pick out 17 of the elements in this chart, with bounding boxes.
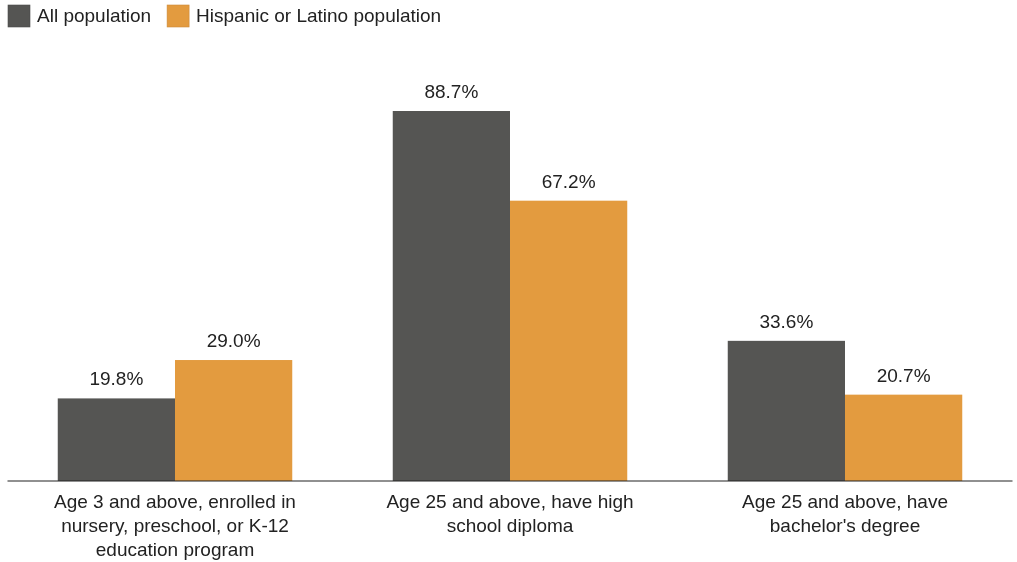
data-label: 67.2% <box>541 170 596 192</box>
bar <box>727 340 845 481</box>
data-label: 33.6% <box>759 310 814 332</box>
data-label: 20.7% <box>876 364 931 386</box>
x-tick-label: Age 3 and above, enrolled in nursery, preschool, or K-12 education program <box>54 491 296 560</box>
bar <box>57 398 175 481</box>
x-tick-label: Age 25 and above, have high school diploma <box>386 491 634 536</box>
x-tick-label: Age 25 and above, have bachelor's degree <box>741 491 949 536</box>
bar <box>510 200 628 481</box>
data-label: 29.0% <box>206 330 261 352</box>
bar <box>845 394 963 481</box>
bar <box>392 111 510 481</box>
bar <box>175 360 293 481</box>
legend-label: Hispanic or Latino population <box>196 5 442 26</box>
legend-label: All population <box>37 5 152 26</box>
data-label: 88.7% <box>424 81 479 102</box>
data-label: 19.8% <box>89 368 144 390</box>
